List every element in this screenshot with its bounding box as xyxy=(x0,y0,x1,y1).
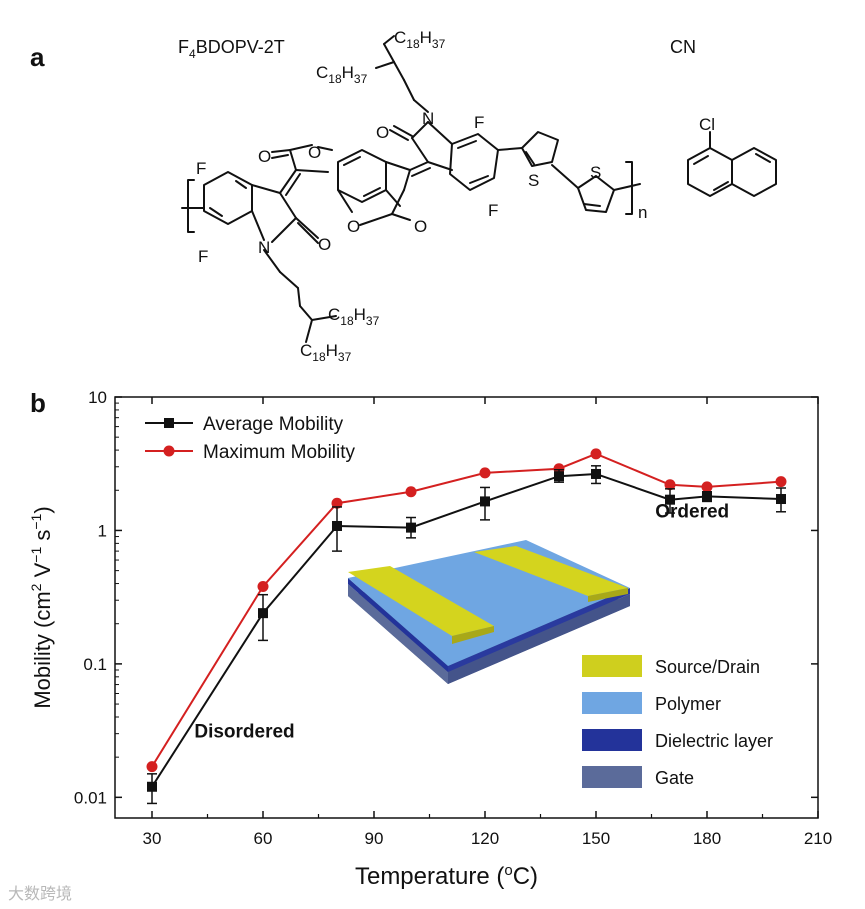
series-line-0 xyxy=(151,472,782,788)
watermark: 大数跨境 xyxy=(8,884,73,903)
atom-f-2: F xyxy=(198,247,208,266)
alkyl-label-3: C18H37 xyxy=(328,305,380,328)
panel-a-label: a xyxy=(30,42,45,72)
panel-b-label: b xyxy=(30,388,46,418)
data-point-max xyxy=(331,497,343,509)
inset-legend-swatch-3 xyxy=(582,766,642,788)
atom-s-2: S xyxy=(590,163,601,182)
data-point-avg xyxy=(406,522,416,533)
y-axis-label: Mobility (cm2 V−1 s−1) xyxy=(28,506,55,708)
data-point-avg xyxy=(591,468,601,479)
solvent-name: CN xyxy=(670,37,696,57)
data-point-avg xyxy=(702,491,712,502)
atom-cl: Cl xyxy=(699,115,715,134)
data-point-avg xyxy=(147,781,157,792)
inset-legend-swatch-1 xyxy=(582,692,642,714)
alkyl-label-4: C18H37 xyxy=(300,341,352,364)
atom-n-1: N xyxy=(258,238,270,257)
legend-marker-0 xyxy=(164,418,174,428)
alkyl-label-2: C18H37 xyxy=(316,63,368,86)
inset-legend-swatch-2 xyxy=(582,729,642,751)
legend-label-0: Average Mobility xyxy=(203,414,344,435)
x-tick-label: 90 xyxy=(365,829,384,848)
inset-legend-label-1: Polymer xyxy=(655,694,721,714)
data-point-avg xyxy=(554,471,564,482)
atom-o-3: O xyxy=(308,143,321,162)
x-tick-label: 180 xyxy=(693,829,721,848)
data-point-max xyxy=(664,479,676,491)
polymer-name: F4BDOPV-2T xyxy=(178,37,285,61)
data-point-avg xyxy=(480,496,490,507)
inset-legend-label-2: Dielectric layer xyxy=(655,731,773,751)
legend-label-1: Maximum Mobility xyxy=(203,442,356,463)
data-point-max xyxy=(775,476,787,488)
data-point-max xyxy=(257,581,269,593)
annotation-0: Ordered xyxy=(655,502,729,523)
inset-legend-label-0: Source/Drain xyxy=(655,657,760,677)
y-tick-label: 0.1 xyxy=(83,655,107,674)
data-point-avg xyxy=(776,494,786,505)
atom-f-4: F xyxy=(488,201,498,220)
x-tick-label: 210 xyxy=(804,829,832,848)
series-line-1 xyxy=(151,452,782,768)
atom-n-2: N xyxy=(422,109,434,128)
data-point-max xyxy=(146,761,158,773)
atom-f-1: F xyxy=(196,159,206,178)
x-tick-label: 60 xyxy=(254,829,273,848)
x-tick-label: 30 xyxy=(143,829,162,848)
plot-frame xyxy=(114,396,819,819)
data-point-max xyxy=(590,448,602,460)
data-point-max xyxy=(701,481,713,493)
data-point-avg xyxy=(665,494,675,505)
repeat-n: n xyxy=(638,203,647,222)
inset-legend-label-3: Gate xyxy=(655,768,694,788)
y-tick-label: 0.01 xyxy=(74,788,107,807)
x-axis-label: Temperature (oC) xyxy=(355,862,538,890)
atom-o-1: O xyxy=(318,235,331,254)
atom-s-1: S xyxy=(528,171,539,190)
atom-f-3: F xyxy=(474,113,484,132)
atom-o-5: O xyxy=(414,217,427,236)
x-tick-label: 120 xyxy=(471,829,499,848)
data-point-max xyxy=(405,486,417,498)
annotation-1: Disordered xyxy=(194,722,294,743)
inset-legend-swatch-0 xyxy=(582,655,642,677)
data-point-max xyxy=(479,467,491,479)
data-point-avg xyxy=(332,520,342,531)
atom-o-2: O xyxy=(258,147,271,166)
y-tick-label: 10 xyxy=(88,388,107,407)
device-inset xyxy=(348,540,630,684)
data-point-avg xyxy=(258,608,268,619)
y-tick-label: 1 xyxy=(98,521,107,540)
atom-o-4: O xyxy=(347,217,360,236)
chemical-structure: F F N O O O O O O N F F S S n Cl F4BDOPV… xyxy=(178,28,777,364)
alkyl-label-1: C18H37 xyxy=(394,28,446,51)
x-tick-label: 150 xyxy=(582,829,610,848)
atom-o-6: O xyxy=(376,123,389,142)
legend-marker-1 xyxy=(163,445,175,457)
